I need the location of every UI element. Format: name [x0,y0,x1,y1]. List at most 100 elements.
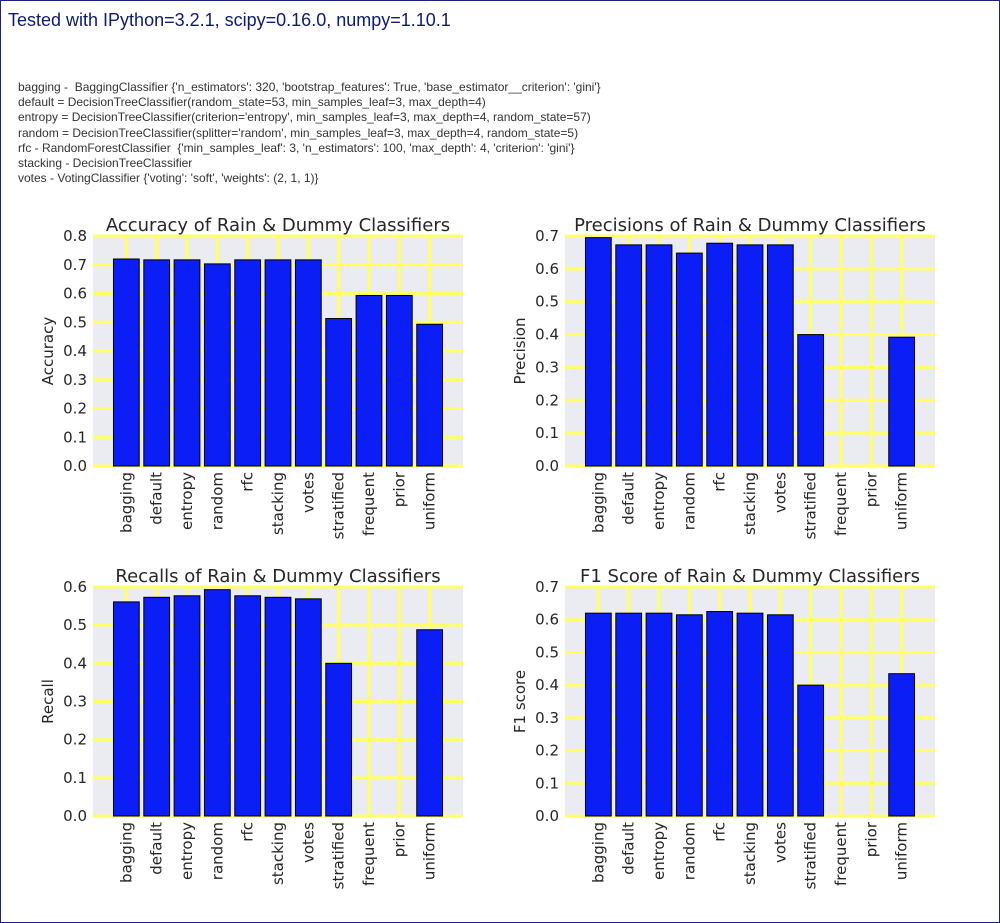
precision-ytick-label: 0.1 [535,424,559,442]
accuracy-bar-stacking [264,259,292,467]
recall-xtick-label: random [208,822,226,880]
recall-chart-title: Recalls of Rain & Dummy Classifiers [115,566,440,587]
config-line-stacking: stacking - DecisionTreeClassifier [18,156,193,171]
f1-bar-default [615,612,643,817]
accuracy-xtick-label: bagging [117,472,135,533]
classifier-config-block: bagging - BaggingClassifier {'n_estimato… [18,80,601,186]
recall-xtick-label: stacking [269,822,287,885]
accuracy-ytick-label: 0.1 [63,428,87,446]
precision-ytick-label: 0.6 [535,260,559,278]
f1-xtick-label: votes [771,822,789,863]
f1-ytick-label: 0.0 [535,807,559,825]
accuracy-xtick-label: rfc [239,472,257,492]
accuracy-xtick-label: random [208,472,226,530]
precision-ytick-label: 0.2 [535,391,559,409]
recall-xtick-label: entropy [178,822,196,880]
config-line-rfc: rfc - RandomForestClassifier {'min_sampl… [18,140,575,155]
f1-xtick-label: default [620,822,638,875]
f1-ytick-label: 0.7 [535,578,559,596]
f1-bar-stacking [736,612,764,817]
precision-bar-stratified [797,334,825,467]
precision-ytick-label: 0.3 [535,358,559,376]
precision-bar-rfc [706,242,734,467]
f1-xtick-label: frequent [832,822,850,886]
precision-xtick-label: default [620,472,638,525]
recall-xtick-label: default [148,822,166,875]
precision-bar-votes [766,244,794,467]
f1-xtick-label: random [680,822,698,880]
recall-xtick-label: frequent [360,822,378,886]
accuracy-xtick-label: default [148,472,166,525]
accuracy-xtick-label: uniform [421,472,439,530]
accuracy-xtick-label: votes [299,472,317,513]
accuracy-ytick-label: 0.3 [63,371,87,389]
accuracy-ytick-label: 0.5 [63,313,87,331]
f1-ytick-label: 0.2 [535,742,559,760]
precision-xtick-label: prior [862,471,880,507]
recall-ytick-label: 0.0 [63,807,87,825]
precision-y-axis-label: Precision [511,318,529,385]
precision-xtick-label: rfc [711,472,729,492]
accuracy-bar-frequent [355,295,383,467]
recall-bar-uniform [416,629,444,817]
config-line-entropy: entropy = DecisionTreeClassifier(criteri… [18,110,591,125]
f1-xtick-label: stacking [741,822,759,885]
f1-xtick-label: rfc [711,822,729,842]
accuracy-ytick-label: 0.0 [63,457,87,475]
recall-bar-votes [294,598,322,817]
recall-xtick-label: stratified [330,822,348,889]
recall-ytick-label: 0.2 [63,731,87,749]
f1-y-axis-label: F1 score [511,670,529,733]
f1-ytick-label: 0.1 [535,774,559,792]
header-title: Tested with IPython=3.2.1, scipy=0.16.0,… [8,10,451,30]
f1-ytick-label: 0.6 [535,611,559,629]
recall-xtick-label: rfc [239,822,257,842]
f1-xtick-label: bagging [589,822,607,883]
accuracy-bar-bagging [112,258,140,467]
accuracy-bar-uniform [416,323,444,467]
f1-ytick-label: 0.3 [535,709,559,727]
recall-bar-stacking [264,596,292,817]
precision-bar-entropy [645,244,673,467]
precision-xtick-label: stratified [802,472,820,539]
f1-xtick-label: uniform [893,822,911,880]
f1-xtick-label: entropy [650,822,668,880]
precision-bar-random [675,252,703,467]
f1-score-chart: 0.0 0.1 0.2 0.3 0.4 0.5 0.6 0.7 bagging default en… [511,566,935,889]
accuracy-bar-stratified [325,318,353,467]
f1-bar-bagging [584,612,612,817]
precision-xtick-label: votes [771,472,789,513]
accuracy-xtick-label: frequent [360,472,378,536]
precision-xtick-label: frequent [832,472,850,536]
accuracy-bar-votes [294,259,322,467]
accuracy-y-axis-label: Accuracy [39,317,57,386]
f1-bar-votes [766,614,794,817]
precision-xtick-label: random [680,472,698,530]
accuracy-chart-title: Accuracy of Rain & Dummy Classifiers [106,215,450,236]
f1-xtick-label: stratified [802,822,820,889]
precision-ytick-label: 0.7 [535,227,559,245]
recall-ytick-label: 0.5 [63,616,87,634]
f1-bar-random [675,614,703,817]
precision-chart: 0.0 0.1 0.2 0.3 0.4 0.5 0.6 0.7 bagging default en… [511,215,935,539]
precision-ytick-label: 0.4 [535,326,559,344]
accuracy-xtick-label: entropy [178,472,196,530]
f1-chart-title: F1 Score of Rain & Dummy Classifiers [580,566,920,587]
accuracy-ytick-label: 0.2 [63,400,87,418]
precision-xtick-label: bagging [589,472,607,533]
recall-bar-bagging [112,601,140,817]
accuracy-ytick-label: 0.8 [63,227,87,245]
accuracy-xtick-label: stacking [269,472,287,535]
f1-bar-entropy [645,612,673,817]
recall-xtick-label: prior [390,821,408,857]
recall-ytick-label: 0.3 [63,693,87,711]
accuracy-ytick-label: 0.6 [63,285,87,303]
config-line-bagging: bagging - BaggingClassifier {'n_estimato… [18,80,601,94]
accuracy-ytick-label: 0.4 [63,342,87,360]
recall-y-axis-label: Recall [39,679,57,724]
recall-xtick-label: bagging [117,822,135,883]
accuracy-ytick-label: 0.7 [63,256,87,274]
f1-bar-stratified [797,684,825,817]
accuracy-chart: 0.0 0.1 0.2 0.3 0.4 0.5 0.6 0.7 0.8 bagging defaul… [39,215,463,539]
